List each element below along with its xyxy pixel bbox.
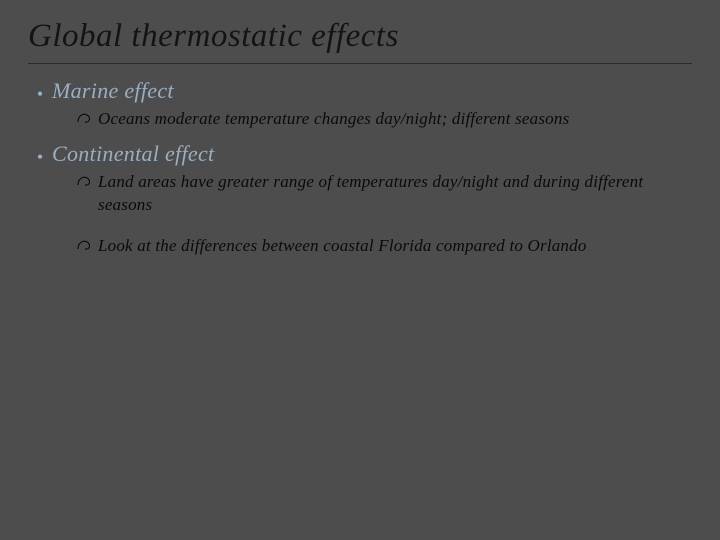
item-heading: Continental effect — [52, 141, 214, 167]
sub-text: Look at the differences between coastal … — [98, 235, 587, 258]
bullet-icon: • — [28, 148, 52, 166]
swirl-icon — [76, 173, 98, 189]
sub-item: Oceans moderate temperature changes day/… — [76, 108, 692, 131]
slide: Global thermostatic effects • Marine eff… — [0, 0, 720, 540]
swirl-icon — [76, 110, 98, 126]
slide-title: Global thermostatic effects — [28, 18, 692, 55]
sub-item: Look at the differences between coastal … — [76, 235, 692, 258]
sub-item: Land areas have greater range of tempera… — [76, 171, 692, 217]
sub-text: Oceans moderate temperature changes day/… — [98, 108, 569, 131]
item-heading: Marine effect — [52, 78, 174, 104]
list-item: • Continental effect — [28, 141, 692, 167]
divider — [28, 63, 692, 64]
list-item: • Marine effect — [28, 78, 692, 104]
swirl-icon — [76, 237, 98, 253]
bullet-icon: • — [28, 85, 52, 103]
sub-text: Land areas have greater range of tempera… — [98, 171, 692, 217]
